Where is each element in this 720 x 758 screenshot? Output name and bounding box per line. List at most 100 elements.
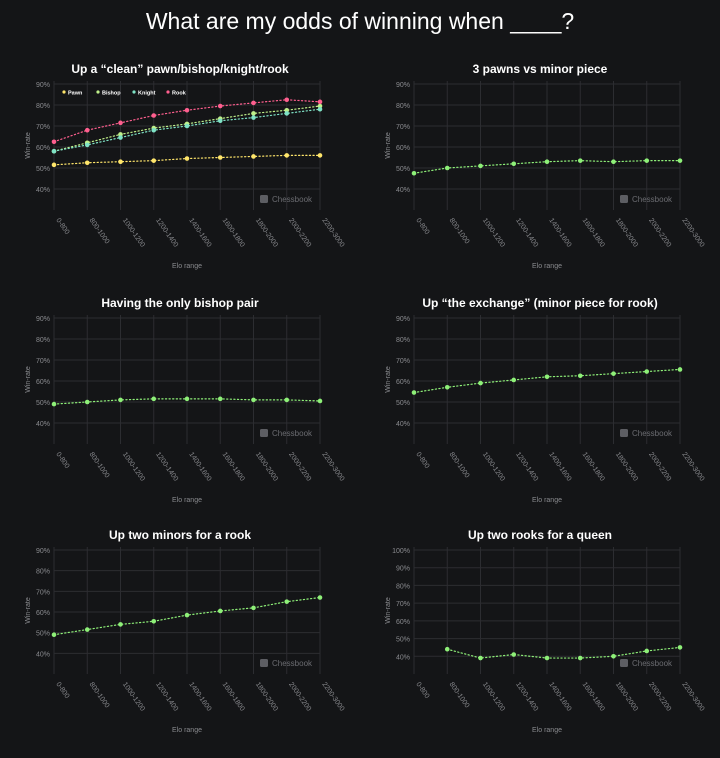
data-point <box>151 113 157 118</box>
chart-title: Up two minors for a rook <box>108 528 251 542</box>
x-tick-label: 1800-2000 <box>254 217 279 249</box>
data-point <box>317 106 323 112</box>
x-tick-label: 2000-2200 <box>647 217 672 249</box>
data-point <box>51 632 57 638</box>
data-point <box>251 100 256 106</box>
x-tick-label: 1400-1600 <box>547 217 572 249</box>
data-point <box>284 111 290 116</box>
data-point <box>284 97 290 103</box>
y-axis-label: Win-rate <box>385 132 392 159</box>
legend-marker <box>62 90 66 94</box>
chart-title: Up a “clean” pawn/bishop/knight/rook <box>71 62 289 76</box>
y-tick-label: 70% <box>36 124 50 131</box>
data-point <box>644 158 650 163</box>
data-point <box>184 612 190 618</box>
data-point <box>84 627 90 632</box>
y-tick-label: 60% <box>396 145 410 152</box>
chart-panel-bishop-pair: Having the only bishop pair 90% 80% 70% 60%… <box>0 296 360 526</box>
y-tick-label: 90% <box>396 82 410 89</box>
y-tick-label: 50% <box>396 166 410 173</box>
data-point <box>118 135 123 140</box>
data-point <box>577 373 583 379</box>
x-tick-label: 0-800 <box>54 451 70 470</box>
x-tick-label: 800-1000 <box>448 451 471 479</box>
data-point <box>317 103 323 109</box>
y-axis-label: Win-rate <box>25 597 32 624</box>
x-tick-label: 2000-2200 <box>647 451 672 483</box>
y-tick-label: 70% <box>396 601 410 608</box>
x-tick-label: 1000-1200 <box>481 681 506 713</box>
data-point <box>478 655 483 661</box>
data-point <box>677 367 683 372</box>
x-tick-label: 800-1000 <box>88 681 111 709</box>
data-point <box>51 401 57 407</box>
x-tick-label: 2000-2200 <box>287 217 312 249</box>
data-point <box>511 652 517 657</box>
x-tick-label: 0-800 <box>414 681 430 700</box>
data-point <box>644 648 650 654</box>
data-point <box>217 608 223 614</box>
data-point <box>251 605 256 611</box>
data-point <box>544 159 550 164</box>
y-tick-label: 80% <box>396 103 410 110</box>
data-point <box>217 103 223 109</box>
chart-panel-two-rooks: Up two rooks for a queen 100% 90% 80% 70% 60… <box>360 528 720 758</box>
legend-marker <box>96 90 100 94</box>
x-axis-label: Elo range <box>532 263 562 270</box>
y-tick-label: 90% <box>36 82 50 89</box>
chart-title: Up two rooks for a queen <box>467 528 612 542</box>
y-tick-label: 80% <box>36 569 50 576</box>
y-tick-label: 80% <box>36 337 50 344</box>
legend-label: Bishop <box>102 91 121 97</box>
data-point <box>151 396 157 402</box>
brand-watermark: Chessbook <box>632 195 673 204</box>
series-line <box>446 646 681 659</box>
y-tick-label: 50% <box>396 400 410 407</box>
series-line <box>53 108 321 152</box>
data-point <box>84 399 90 405</box>
data-point <box>284 107 290 113</box>
data-point <box>478 163 483 169</box>
x-tick-label: 1800-2000 <box>614 217 639 249</box>
data-point <box>611 653 616 659</box>
chessbook-logo-icon <box>620 659 628 667</box>
data-point <box>444 165 450 171</box>
y-tick-label: 40% <box>396 421 410 428</box>
chart-svg: 90% 80% 70% 60% 50% 40% 0-800 800-1000 1000-1200… <box>385 81 705 270</box>
data-point <box>317 99 323 105</box>
data-point <box>251 154 256 159</box>
legend-marker <box>166 90 170 94</box>
data-point <box>151 158 157 163</box>
data-point <box>151 127 157 133</box>
chart-panel-three-pawns: 3 pawns vs minor piece 90% 80% 70% 60% 50% 40… <box>360 62 720 292</box>
data-point <box>51 139 57 145</box>
data-point <box>577 158 583 163</box>
legend-marker <box>132 90 136 94</box>
data-point <box>544 655 550 661</box>
data-point <box>284 153 290 158</box>
y-tick-label: 80% <box>396 337 410 344</box>
x-tick-label: 1200-1400 <box>514 681 539 713</box>
x-tick-label: 1600-1800 <box>221 217 246 249</box>
x-tick-label: 1800-2000 <box>614 681 639 713</box>
x-tick-label: 1400-1600 <box>187 681 212 713</box>
data-point <box>577 655 583 661</box>
x-tick-label: 2000-2200 <box>287 451 312 483</box>
x-tick-label: 1800-2000 <box>614 451 639 483</box>
y-tick-label: 80% <box>396 583 410 590</box>
brand-watermark: Chessbook <box>272 195 313 204</box>
x-tick-label: 0-800 <box>54 217 70 236</box>
data-point <box>251 111 256 116</box>
data-point <box>611 159 616 164</box>
x-axis-label: Elo range <box>532 497 562 504</box>
chart-svg: 90% 80% 70% 60% 50% 40% 0-800 800-1000 1000-1200… <box>25 81 345 270</box>
y-tick-label: 90% <box>396 316 410 323</box>
data-point <box>511 161 517 167</box>
x-tick-label: 1400-1600 <box>187 217 212 249</box>
chart-panel-exchange: Up “the exchange” (minor piece for rook)… <box>360 296 720 526</box>
chart-svg: 90% 80% 70% 60% 50% 40% 0-800 800-1000 1000-1200… <box>25 315 345 504</box>
chessbook-logo-icon <box>620 195 628 203</box>
chessbook-logo-icon <box>260 195 268 203</box>
data-point <box>151 619 157 624</box>
chart-svg: 100% 90% 80% 70% 60% 50% 40% 0-800 800-1000 1000-… <box>385 547 705 734</box>
